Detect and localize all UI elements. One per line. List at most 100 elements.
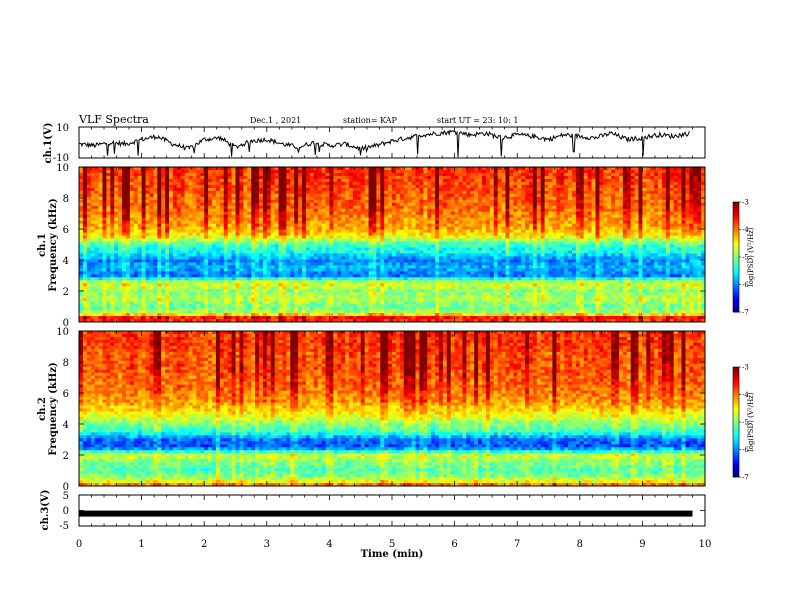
- heat-cell: [133, 184, 139, 189]
- heat-cell: [618, 184, 624, 189]
- heat-cell: [82, 202, 88, 207]
- heat-cell: [165, 250, 170, 254]
- heat-cell: [634, 175, 639, 180]
- heat-cell: [196, 238, 201, 242]
- heat-cell: [345, 244, 350, 248]
- heat-cell: [294, 253, 299, 257]
- heat-cell: [129, 214, 135, 219]
- heat-cell: [544, 190, 549, 195]
- heat-cell: [114, 250, 119, 254]
- heat-cell: [325, 184, 330, 189]
- heat-cell: [618, 214, 624, 219]
- heat-cell: [102, 193, 107, 198]
- heat-cell: [278, 250, 283, 254]
- heat-cell: [341, 229, 346, 233]
- heat-cell: [661, 220, 667, 225]
- heat-cell: [661, 172, 667, 177]
- heat-cell: [247, 199, 252, 204]
- heat-cell: [376, 244, 381, 248]
- heat-cell: [329, 181, 334, 186]
- heat-cell: [333, 187, 338, 192]
- heat-cell: [165, 196, 170, 201]
- heat-cell: [638, 250, 643, 254]
- heat-cell: [603, 208, 608, 213]
- heat-cell: [223, 223, 229, 228]
- heat-cell: [579, 220, 585, 225]
- heat-cell: [98, 196, 103, 201]
- heat-cell: [556, 229, 561, 233]
- heat-cell: [419, 208, 424, 213]
- heat-cell: [544, 211, 549, 216]
- heat-cell: [528, 214, 534, 219]
- heat-cell: [536, 232, 542, 236]
- heat-cell: [583, 238, 589, 242]
- heat-cell: [403, 211, 409, 216]
- heat-cell: [525, 199, 530, 204]
- heat-cell: [701, 196, 706, 201]
- heat-cell: [235, 202, 240, 207]
- heat-cell: [579, 178, 585, 183]
- heat-cell: [622, 226, 628, 230]
- heat-cell: [239, 208, 244, 213]
- heat-cell: [505, 247, 510, 251]
- heat-cell: [509, 211, 514, 216]
- heat-cell: [290, 226, 295, 230]
- heat-cell: [575, 169, 581, 174]
- heat-cell: [82, 232, 88, 236]
- heat-cell: [442, 229, 448, 233]
- heat-cell: [427, 184, 432, 189]
- heat-cell: [270, 208, 276, 213]
- heat-cell: [525, 214, 530, 219]
- heat-cell: [278, 205, 283, 210]
- heat-cell: [302, 199, 307, 204]
- heat-cell: [219, 214, 225, 219]
- heat-cell: [114, 202, 119, 207]
- heat-cell: [650, 181, 655, 186]
- heat-cell: [302, 175, 307, 180]
- heat-cell: [274, 202, 279, 207]
- heat-cell: [642, 205, 647, 210]
- heat-cell: [505, 238, 510, 242]
- heat-cell: [630, 181, 635, 186]
- heat-cell: [196, 205, 201, 210]
- heat-cell: [388, 172, 393, 177]
- heat-cell: [380, 199, 385, 204]
- heat-cell: [94, 214, 99, 219]
- heat-cell: [208, 175, 213, 180]
- heat-cell: [137, 235, 142, 239]
- heat-cell: [172, 172, 178, 177]
- heat-cell: [650, 190, 655, 195]
- heat-cell: [423, 214, 428, 219]
- heat-cell: [583, 226, 589, 230]
- heat-cell: [658, 214, 663, 219]
- heat-cell: [294, 190, 299, 195]
- heat-cell: [82, 199, 88, 204]
- heat-cell: [501, 241, 506, 245]
- heat-cell: [239, 232, 244, 236]
- heat-cell: [212, 250, 217, 254]
- heat-cell: [161, 175, 166, 180]
- heat-cell: [122, 250, 127, 254]
- heat-cell: [215, 244, 221, 248]
- heat-cell: [258, 167, 264, 171]
- heat-cell: [309, 178, 315, 183]
- heat-cell: [102, 223, 107, 228]
- heat-cell: [157, 247, 162, 251]
- heat-cell: [153, 190, 158, 195]
- heat-cell: [392, 226, 397, 230]
- heat-cell: [274, 193, 279, 198]
- heat-cell: [536, 193, 542, 198]
- heat-cell: [470, 172, 475, 177]
- heat-cell: [697, 223, 702, 228]
- heat-cell: [125, 211, 131, 216]
- heat-cell: [215, 217, 221, 222]
- heat-cell: [247, 253, 252, 257]
- heat-cell: [532, 235, 538, 239]
- heat-cell: [454, 229, 459, 233]
- heat-cell: [82, 181, 88, 186]
- heat-cell: [673, 193, 679, 198]
- heat-cell: [665, 202, 671, 207]
- heat-cell: [82, 256, 88, 260]
- heat-cell: [642, 244, 647, 248]
- heat-cell: [693, 190, 698, 195]
